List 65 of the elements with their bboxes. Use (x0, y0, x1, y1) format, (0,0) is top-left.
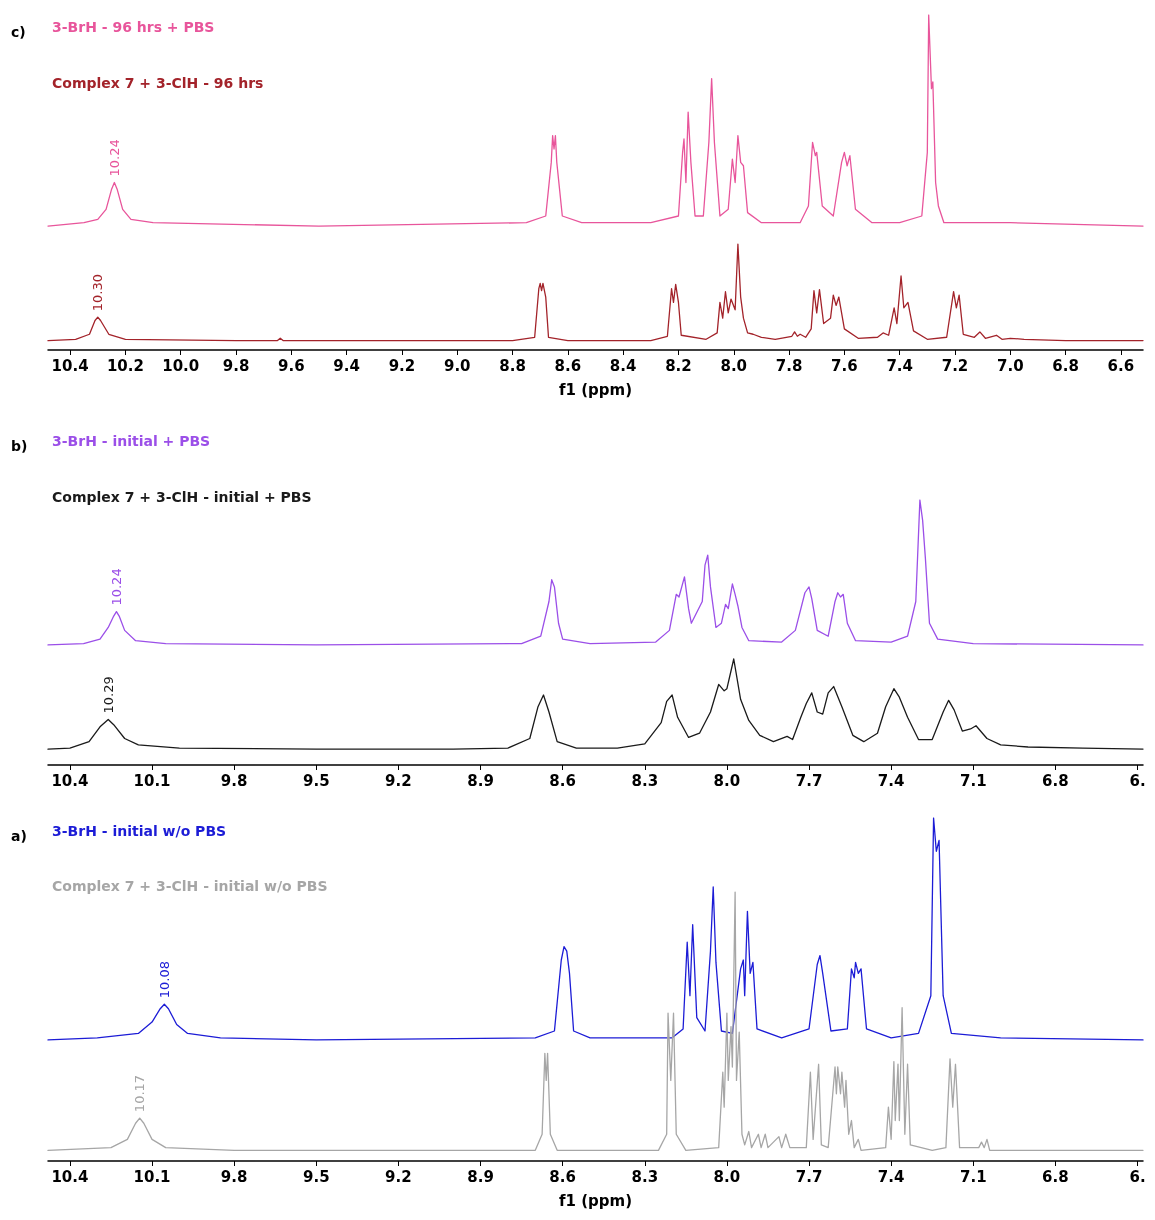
text: 3-BrH - initial w/o PBS (52, 823, 227, 839)
x-tick-label: 7.0 (996, 356, 1024, 375)
x-tick-label: 6. (1129, 771, 1146, 790)
x-tick-label: 7.7 (795, 1167, 823, 1186)
annotation: 10.17 (132, 1074, 148, 1113)
x-tick-label: 7.4 (877, 771, 905, 790)
text: 3-BrH - initial + PBS (52, 433, 211, 449)
annotation: 10.24 (108, 568, 124, 606)
x-tick-label: 10.4 (51, 1167, 89, 1186)
annotation: 10.29 (100, 676, 116, 714)
x-tick-label: 7.7 (795, 771, 823, 790)
x-tick-label: 9.5 (302, 1167, 330, 1186)
x-tick-label: 9.6 (278, 356, 305, 375)
x-tick-label: 8.3 (631, 1167, 659, 1186)
x-axis-title: f1 (ppm) (558, 1191, 633, 1210)
x-tick-label: 6.6 (1107, 356, 1135, 375)
x-axis-title: f1 (ppm) (558, 380, 633, 399)
text: Complex 7 + 3-ClH - initial w/o PBS (52, 878, 328, 894)
x-tick-label: 6. (1129, 1167, 1146, 1186)
x-tick-label: 8.2 (665, 356, 692, 375)
x-tick-label: 9.2 (385, 771, 412, 790)
text: a) (11, 828, 27, 844)
x-tick-label: 8.6 (554, 356, 582, 375)
x-tick-label: 6.8 (1052, 356, 1079, 375)
x-tick-label: 10.2 (106, 356, 144, 375)
x-tick-label: 8.0 (713, 771, 741, 790)
x-tick-label: 8.3 (631, 771, 659, 790)
x-tick-label: 8.6 (549, 771, 576, 790)
x-tick-label: 7.1 (959, 1167, 987, 1186)
x-tick-label: 8.9 (467, 1167, 494, 1186)
text: Complex 7 + 3-ClH - initial + PBS (52, 489, 312, 505)
x-tick-label: 10.1 (133, 771, 171, 790)
chart-title: b) (11, 438, 28, 454)
x-tick-label: 9.0 (443, 356, 471, 375)
x-tick-label: 9.5 (302, 771, 330, 790)
x-tick-label: 9.2 (388, 356, 416, 375)
x-tick-label: 10.0 (162, 356, 200, 375)
x-tick-label: 6.8 (1042, 1167, 1069, 1186)
x-tick-label: 10.4 (51, 356, 89, 375)
annotation: 10.30 (90, 273, 106, 312)
annotation: 10.08 (156, 961, 172, 999)
x-tick-label: 7.2 (941, 356, 969, 375)
x-tick-label: 7.1 (959, 771, 987, 790)
x-tick-label: 10.1 (133, 1167, 171, 1186)
x-tick-label: 7.4 (886, 356, 913, 375)
x-tick-label: 7.6 (831, 356, 858, 375)
x-tick-label: 8.9 (467, 771, 494, 790)
x-tick-label: 8.0 (713, 1167, 741, 1186)
x-tick-label: 8.0 (720, 356, 748, 375)
x-tick-label: 8.8 (499, 356, 526, 375)
x-tick-label: 10.4 (51, 771, 89, 790)
x-tick-label: 9.4 (333, 356, 360, 375)
x-tick-label: 6.8 (1042, 771, 1069, 790)
x-tick-label: 9.2 (385, 1167, 412, 1186)
x-tick-label: 7.8 (775, 356, 803, 375)
x-tick-label: 9.8 (220, 771, 248, 790)
text: Complex 7 + 3-ClH - 96 hrs (52, 75, 264, 91)
annotation: 10.24 (106, 139, 122, 177)
x-tick-label: 8.4 (609, 356, 637, 375)
text: c) (11, 24, 26, 40)
x-tick-label: 8.6 (549, 1167, 576, 1186)
x-tick-label: 7.4 (877, 1167, 905, 1186)
text: 3-BrH - 96 hrs + PBS (52, 19, 215, 35)
x-tick-label: 9.8 (220, 1167, 248, 1186)
x-tick-label: 9.8 (222, 356, 250, 375)
